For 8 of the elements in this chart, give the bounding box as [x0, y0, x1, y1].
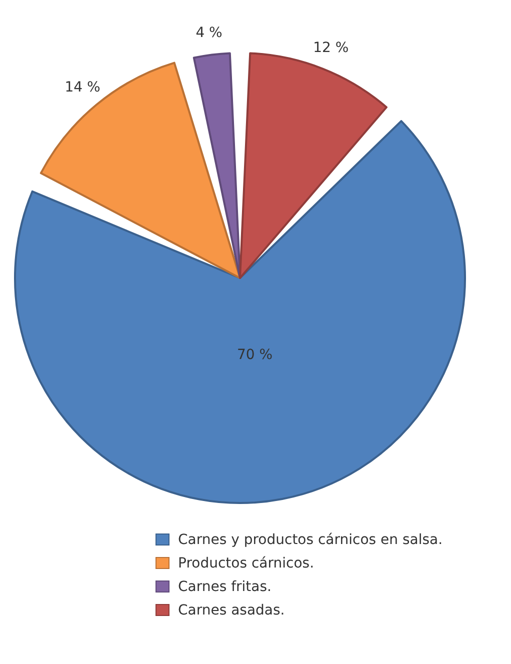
legend-label: Carnes asadas. — [178, 602, 285, 618]
data-label: 12 % — [313, 40, 349, 56]
legend-label: Carnes fritas. — [178, 578, 272, 595]
data-label: 14 % — [64, 80, 100, 96]
data-label: 4 % — [196, 24, 222, 41]
data-label: 70 % — [236, 347, 273, 364]
legend-label: Carnes y productos cárnicos en salsa. — [178, 532, 443, 548]
legend-label: Productos cárnicos. — [178, 555, 314, 572]
